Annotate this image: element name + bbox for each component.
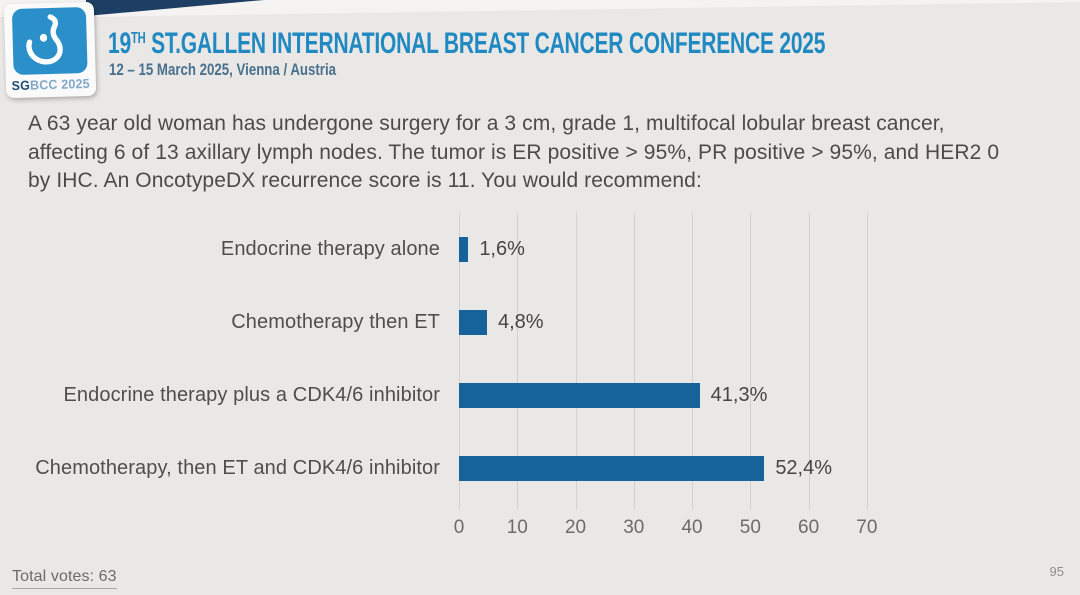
chart-row: Chemotherapy, then ET and CDK4/6 inhibit… — [0, 432, 1080, 505]
title-main: ST.GALLEN INTERNATIONAL BREAST CANCER CO… — [145, 27, 826, 60]
title-ordinal-sup: TH — [130, 30, 146, 47]
bar-value-label: 41,3% — [710, 384, 768, 406]
gridline — [866, 213, 868, 510]
gridline — [517, 213, 519, 510]
total-votes-label: Total votes: 63 — [12, 568, 117, 589]
bar — [459, 383, 700, 408]
logo-text-bcc: BCC 2025 — [30, 75, 91, 93]
chart-row: Endocrine therapy plus a CDK4/6 inhibito… — [0, 359, 1080, 432]
x-tick-label: 60 — [798, 517, 820, 538]
chart-row: Endocrine therapy alone 1,6% — [0, 213, 1080, 286]
category-label: Endocrine therapy plus a CDK4/6 inhibito… — [63, 384, 440, 406]
bar — [459, 456, 765, 481]
sgbcc-drop-icon — [26, 14, 63, 65]
bar-value-label: 1,6% — [479, 238, 525, 260]
category-label: Endocrine therapy alone — [220, 238, 440, 260]
x-tick-label: 50 — [739, 517, 761, 538]
x-tick-label: 70 — [856, 517, 878, 538]
category-label: Chemotherapy then ET — [231, 311, 440, 333]
plot-area — [459, 213, 896, 510]
x-tick-label: 40 — [681, 517, 703, 538]
logo-text-sg: SG — [11, 77, 31, 94]
bar — [459, 310, 487, 335]
x-tick-label: 10 — [506, 517, 528, 538]
conference-dates: 12 – 15 March 2025, Vienna / Austria — [109, 60, 337, 79]
sgbcc-logo-card: SGBCC 2025 — [3, 1, 97, 99]
sgbcc-logo-icon — [11, 6, 88, 76]
bar — [459, 237, 469, 262]
x-tick-label: 0 — [453, 517, 465, 538]
question-text: A 63 year old woman has undergone surger… — [28, 110, 1068, 196]
gridline — [459, 213, 460, 510]
chart-rows: Endocrine therapy alone 1,6% Chemotherapy … — [0, 213, 1080, 505]
category-label: Chemotherapy, then ET and CDK4/6 inhibit… — [35, 457, 440, 479]
bar-value-label: 52,4% — [775, 457, 833, 479]
gridline — [692, 213, 694, 510]
gridline — [750, 213, 752, 510]
conference-title: 19TH ST.GALLEN INTERNATIONAL BREAST CANC… — [108, 24, 825, 59]
gridline — [808, 213, 810, 510]
gridline — [575, 213, 577, 510]
gridline — [633, 213, 635, 510]
question-line-3: by IHC. An OncotypeDX recurrence score i… — [28, 169, 702, 192]
x-tick-label: 20 — [564, 517, 587, 538]
title-number: 19 — [108, 27, 131, 60]
x-tick-label: 30 — [623, 517, 645, 538]
x-axis: 0 10 20 30 40 50 60 70 — [454, 517, 896, 543]
sgbcc-logo-text: SGBCC 2025 — [12, 76, 91, 93]
page-number: 95 — [1049, 564, 1064, 579]
bar-value-label: 4,8% — [497, 311, 544, 333]
question-line-1: A 63 year old woman has undergone surger… — [28, 112, 945, 135]
question-line-2: affecting 6 of 13 axillary lymph nodes. … — [28, 140, 1000, 164]
chart-row: Chemotherapy then ET 4,8% — [0, 286, 1080, 359]
